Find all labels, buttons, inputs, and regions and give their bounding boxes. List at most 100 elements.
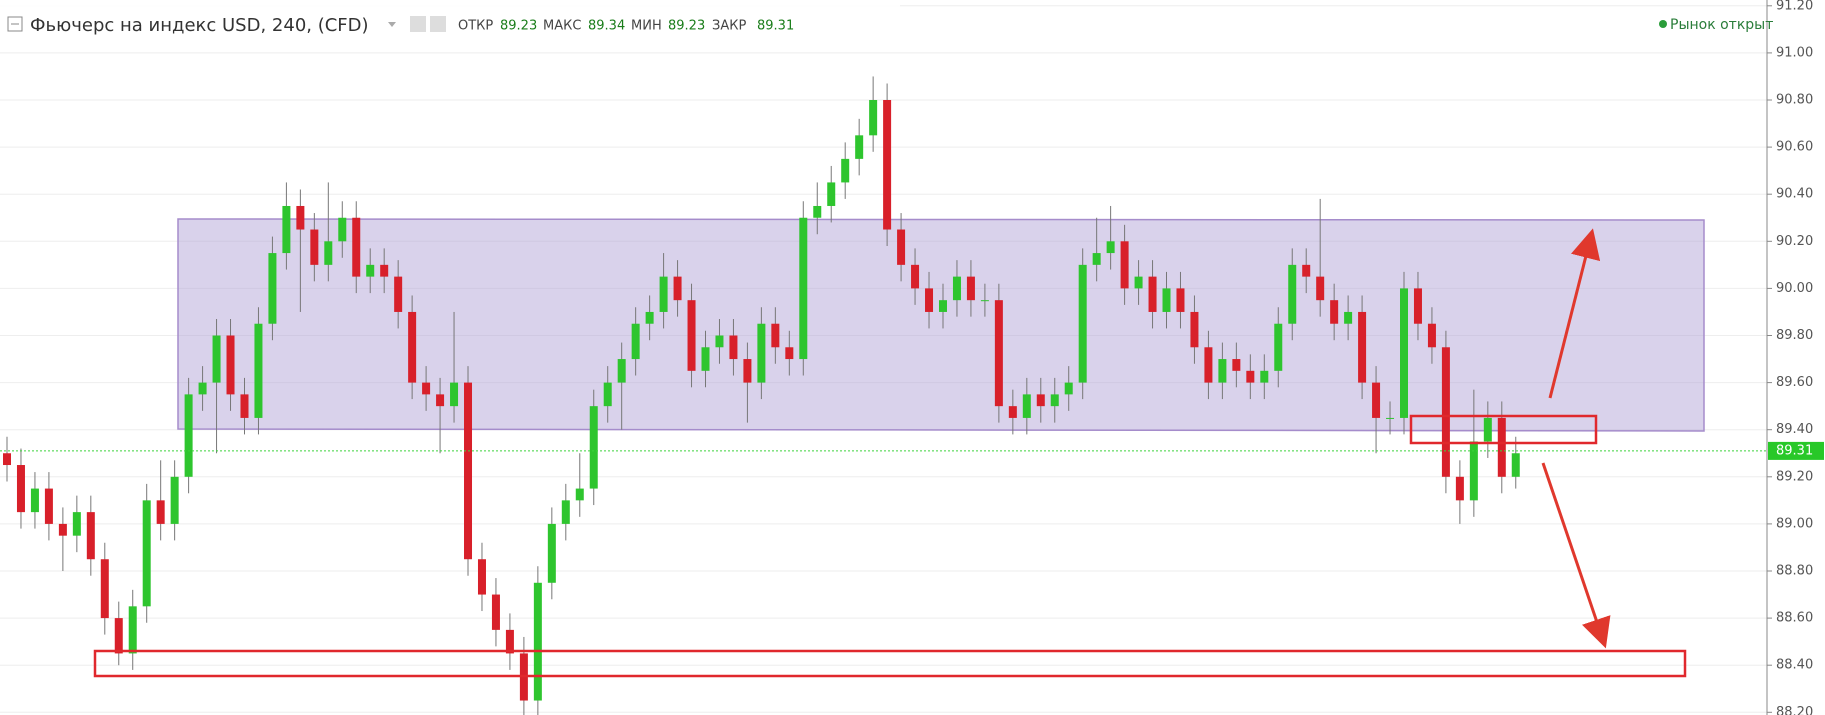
open-value: 89.23 (500, 19, 537, 34)
candle-body (785, 347, 794, 360)
support-box (93, 649, 1687, 678)
candle-body (128, 606, 137, 654)
candle-body (883, 100, 892, 230)
candle-body (771, 323, 780, 348)
market-status: Рынок открыт (1670, 17, 1773, 33)
y-tick-label: 90.20 (1776, 234, 1813, 249)
candle-body (394, 276, 403, 312)
candle-body (1064, 382, 1073, 395)
candle-body (1413, 288, 1422, 324)
y-tick-label: 89.20 (1776, 469, 1813, 484)
candle-body (226, 335, 235, 395)
eye-icon[interactable] (410, 16, 426, 32)
candle-body (1511, 453, 1520, 477)
candle-body (3, 453, 11, 466)
candle-body (1190, 311, 1199, 348)
candle-body (757, 323, 766, 383)
y-tick-label: 88.20 (1776, 705, 1813, 715)
candle-body (1092, 253, 1101, 265)
candle-body (1148, 276, 1157, 312)
y-tick-label: 90.60 (1776, 140, 1813, 155)
y-tick-label: 90.80 (1776, 93, 1813, 108)
candle-body (1106, 241, 1115, 254)
candle-body (1400, 288, 1408, 418)
candle-body (366, 264, 375, 277)
candle-body (1469, 441, 1478, 501)
candle-body (1274, 323, 1283, 371)
candle-body (799, 217, 808, 360)
candle-body (1455, 476, 1464, 501)
candle-body (477, 559, 486, 595)
last-price-label: 89.31 (1776, 443, 1813, 458)
candle-body (212, 335, 221, 383)
price-axis: 88.20 88.40 88.60 88.80 89.00 89.20 89.40 89.60… (1767, 0, 1824, 715)
candle-body (561, 500, 570, 524)
y-tick-label: 89.00 (1776, 516, 1813, 531)
y-tick-label: 90.40 (1776, 187, 1813, 202)
candle-body (631, 323, 640, 360)
candle-body (715, 335, 724, 348)
arrow-up (1548, 228, 1601, 399)
candle-body (114, 618, 123, 654)
candle-body (729, 335, 738, 360)
candle-body (994, 300, 1003, 407)
candle-body (1288, 264, 1297, 324)
candle-body (268, 253, 277, 324)
candle-body (58, 523, 67, 536)
settings-icon[interactable] (430, 16, 446, 32)
candle-body (1176, 288, 1185, 312)
candle-body (44, 488, 53, 524)
candle-body (30, 488, 39, 513)
candle-body (855, 135, 864, 159)
candle-body (1134, 276, 1143, 289)
candle-body (1036, 394, 1045, 407)
high-value: 89.34 (588, 19, 625, 34)
candle-body (869, 100, 878, 136)
candle-body (673, 276, 682, 301)
last-price-tag (1768, 441, 1824, 460)
candle-body (380, 264, 389, 277)
y-tick-label: 88.60 (1776, 611, 1813, 626)
candle-body (547, 523, 556, 583)
candle-body (352, 217, 361, 277)
candle-body (938, 300, 947, 312)
candle-body (1120, 241, 1129, 289)
candle-body (1260, 370, 1269, 383)
candle-body (1246, 370, 1255, 383)
open-label: ОТКР (458, 19, 493, 34)
candle-body (617, 359, 626, 383)
header-bg (0, 0, 900, 48)
y-tick-label: 89.80 (1776, 328, 1813, 343)
candle-body (603, 382, 612, 407)
candle-body (645, 311, 654, 324)
candle-body (1386, 417, 1395, 419)
y-tick-label: 90.00 (1776, 281, 1813, 296)
candle-body (980, 300, 989, 302)
candle-body (1008, 406, 1017, 418)
collapse-icon[interactable] (7, 16, 23, 32)
candles (0, 76, 1767, 715)
candle-body (966, 276, 975, 301)
candle-body (813, 205, 822, 218)
candle-body (1441, 347, 1450, 477)
candle-body (1316, 276, 1325, 301)
candle-body (436, 394, 445, 407)
close-value: 89.31 (757, 19, 794, 34)
low-value: 89.23 (668, 19, 705, 34)
candle-body (1204, 347, 1213, 383)
candle-body (170, 476, 179, 524)
candle-body (1427, 323, 1436, 348)
candle-body (16, 465, 25, 513)
candle-body (505, 629, 514, 654)
candle-body (422, 382, 431, 395)
close-label: ЗАКР (712, 19, 746, 34)
candle-body (897, 229, 906, 265)
candle-body (100, 559, 109, 619)
y-tick-label: 88.40 (1776, 658, 1813, 673)
dropdown-icon[interactable] (388, 22, 396, 27)
candle-body (533, 582, 542, 701)
candle-body (491, 594, 500, 630)
candle-body (324, 241, 333, 265)
y-tick-label: 88.80 (1776, 564, 1813, 579)
